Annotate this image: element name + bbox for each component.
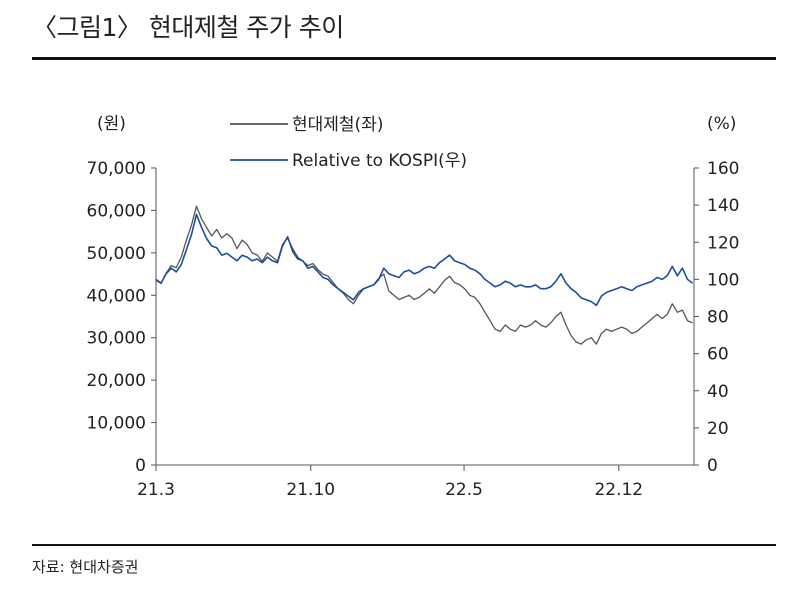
legend-label-0: 현대제철(좌) <box>292 115 383 135</box>
right-tick-label: 140 <box>707 196 739 216</box>
right-tick-label: 20 <box>707 419 729 439</box>
legend-label-1: Relative to KOSPI(우) <box>292 151 467 171</box>
right-tick-label: 0 <box>707 456 718 476</box>
right-tick-label: 160 <box>707 159 739 179</box>
x-tick-label: 22.12 <box>594 480 643 500</box>
left-tick-label: 40,000 <box>87 286 146 306</box>
right-tick-label: 100 <box>707 270 739 290</box>
left-tick-label: 0 <box>135 456 146 476</box>
source-note: 자료: 현대차증권 <box>32 558 139 576</box>
top-rule <box>32 57 776 60</box>
left-tick-label: 30,000 <box>87 329 146 349</box>
chart-legend: 현대제철(좌) Relative to KOSPI(우) <box>230 115 467 171</box>
x-tick-label: 21.10 <box>286 480 335 500</box>
series-line-0 <box>155 205 693 345</box>
chart-axes: 0 10,000 20,000 30,000 40,000 50,000 60,000 70,… <box>87 114 740 500</box>
figure-title: 〈그림1〉 현대제철 주가 추이 <box>32 13 344 42</box>
series-line-1 <box>155 213 694 307</box>
right-tick-label: 60 <box>707 345 729 365</box>
left-tick-label: 20,000 <box>87 371 146 391</box>
left-tick-label: 60,000 <box>87 201 146 221</box>
bottom-rule <box>32 544 776 546</box>
right-tick-label: 120 <box>707 233 739 253</box>
chart-series <box>155 205 694 345</box>
left-tick-label: 50,000 <box>87 244 146 264</box>
left-unit-label: (원) <box>97 114 126 134</box>
right-tick-label: 40 <box>707 382 729 402</box>
right-tick-label: 80 <box>707 308 729 328</box>
x-tick-label: 21.3 <box>137 480 175 500</box>
left-tick-label: 70,000 <box>87 159 146 179</box>
x-tick-label: 22.5 <box>445 480 483 500</box>
right-unit-label: (%) <box>707 114 736 134</box>
left-tick-label: 10,000 <box>87 414 146 434</box>
